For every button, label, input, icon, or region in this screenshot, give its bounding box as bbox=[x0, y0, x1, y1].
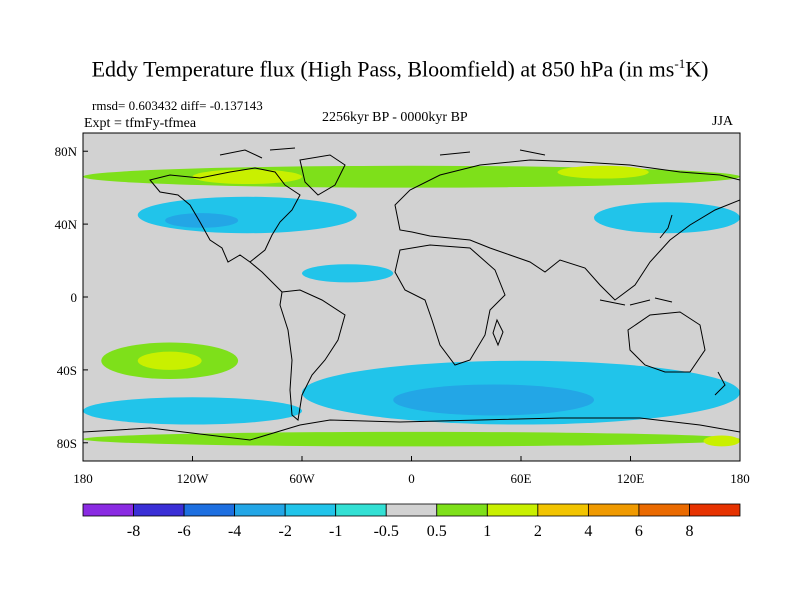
coast-central-america bbox=[249, 261, 283, 293]
colorbar-label-10: 6 bbox=[635, 523, 643, 540]
x-tick-label-0: 180 bbox=[73, 471, 93, 486]
anomaly-region-6 bbox=[302, 264, 394, 283]
colorbar-label-2: -4 bbox=[228, 523, 241, 540]
anomaly-region-4 bbox=[165, 213, 239, 228]
coast-north-america bbox=[149, 167, 301, 263]
x-tick-label-2: 60W bbox=[289, 471, 315, 486]
colorbar-swatch-11 bbox=[638, 503, 690, 517]
y-tick-label-3: 40S bbox=[57, 363, 77, 378]
colorbar-swatch-2 bbox=[183, 503, 236, 517]
coast-greenland bbox=[299, 154, 346, 196]
y-tick-label-4: 80S bbox=[57, 436, 77, 451]
colorbar: -8 -6 -4 -2 -1 -0.5 0.5 1 2 4 6 8 bbox=[82, 503, 741, 540]
colorbar-swatch-1 bbox=[133, 503, 185, 517]
colorbar-label-11: 8 bbox=[685, 523, 693, 540]
colorbar-swatch-8 bbox=[486, 503, 539, 517]
anomaly-region-13 bbox=[703, 435, 740, 447]
coast-antarctica bbox=[83, 417, 740, 441]
coast-new-zealand bbox=[714, 371, 726, 396]
colorbar-label-6: 0.5 bbox=[427, 523, 447, 540]
anomaly-region-2 bbox=[557, 165, 649, 179]
stats-line: rmsd= 0.603432 diff= -0.137143 bbox=[92, 98, 263, 113]
colorbar-swatch-6 bbox=[385, 503, 438, 517]
colorbar-label-1: -6 bbox=[177, 523, 190, 540]
coast-maritime-asia bbox=[599, 297, 673, 306]
colorbar-label-4: -1 bbox=[329, 523, 342, 540]
anomaly-region-10 bbox=[393, 384, 594, 416]
experiment-label: Expt = tfmFy-tfmea bbox=[84, 116, 197, 131]
anomaly-regions bbox=[83, 165, 740, 447]
colorbar-swatch-10 bbox=[587, 503, 640, 517]
coast-south-america bbox=[279, 289, 346, 421]
season-label: JJA bbox=[712, 114, 734, 129]
y-tick-label-2: 0 bbox=[71, 290, 78, 305]
colorbar-swatch-4 bbox=[284, 503, 337, 517]
x-tick-label-3: 0 bbox=[408, 471, 415, 486]
colorbar-swatch-9 bbox=[537, 503, 589, 517]
anomaly-region-12 bbox=[83, 431, 740, 447]
colorbar-label-9: 4 bbox=[584, 523, 592, 540]
map-axes: 180 120W 60W 0 60E 120E 180 80N 40N 0 40S 80S bbox=[55, 144, 750, 486]
anomaly-region-1 bbox=[192, 169, 302, 185]
anomaly-region-5 bbox=[594, 202, 740, 234]
colorbar-swatch-3 bbox=[234, 503, 286, 517]
coastlines bbox=[83, 147, 740, 441]
coast-eurasia bbox=[394, 159, 740, 301]
x-tick-label-1: 120W bbox=[177, 471, 210, 486]
coast-arctic-islands bbox=[219, 147, 546, 159]
y-tick-label-0: 80N bbox=[55, 144, 78, 159]
coast-africa bbox=[394, 244, 506, 366]
colorbar-swatch-5 bbox=[335, 503, 387, 517]
anomaly-region-11 bbox=[83, 397, 302, 425]
colorbar-swatch-0 bbox=[82, 503, 134, 517]
coast-madagascar bbox=[492, 318, 504, 347]
period-label: 2256kyr BP - 0000kyr BP bbox=[322, 110, 468, 125]
colorbar-label-3: -2 bbox=[278, 523, 291, 540]
coast-australia bbox=[627, 311, 706, 373]
colorbar-label-5: -0.5 bbox=[374, 523, 399, 540]
anomaly-region-8 bbox=[137, 351, 202, 370]
colorbar-label-8: 2 bbox=[534, 523, 542, 540]
colorbar-swatch-12 bbox=[689, 503, 741, 517]
colorbar-swatch-7 bbox=[436, 503, 488, 517]
y-tick-label-1: 40N bbox=[55, 217, 78, 232]
colorbar-label-0: -8 bbox=[127, 523, 140, 540]
coast-japan bbox=[659, 214, 673, 239]
x-tick-label-4: 60E bbox=[511, 471, 532, 486]
colorbar-label-7: 1 bbox=[483, 523, 491, 540]
x-tick-label-6: 180 bbox=[730, 471, 750, 486]
x-tick-label-5: 120E bbox=[617, 471, 645, 486]
figure-title: Eddy Temperature flux (High Pass, Bloomf… bbox=[91, 56, 709, 82]
anomaly-region-3 bbox=[137, 196, 357, 234]
